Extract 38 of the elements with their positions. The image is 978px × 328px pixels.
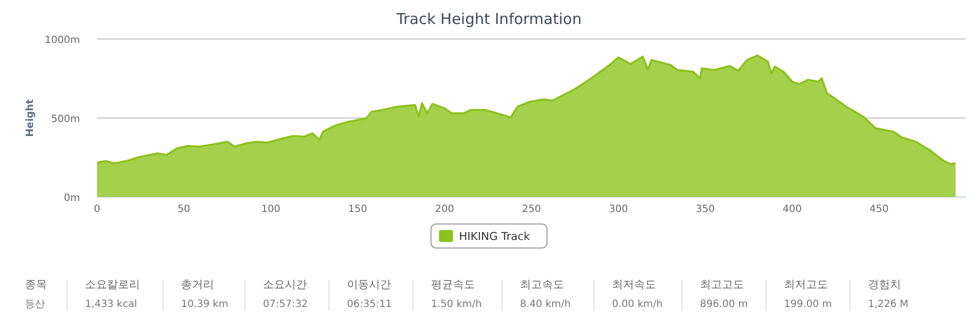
text: 최고속도 (520, 278, 564, 291)
x-tick-label: 200 (435, 204, 454, 215)
y-tick-label: 1000m (44, 35, 80, 46)
y-tick-label: 500m (51, 114, 80, 125)
text: 1.50 km/h (431, 299, 482, 310)
text: 등산 (25, 299, 45, 310)
text: 이동시간 (347, 278, 391, 291)
text: 경험치 (868, 278, 901, 291)
text: 최저고도 (784, 278, 828, 291)
text: 종목 (25, 278, 47, 291)
x-tick-label: 100 (261, 204, 280, 215)
text: 1,433 kcal (85, 299, 138, 310)
text: 0.00 km/h (612, 299, 663, 310)
x-tick-label: 300 (608, 204, 628, 215)
x-tick-label: 450 (870, 204, 889, 215)
text: 1,226 M (868, 299, 908, 310)
y-axis-title: Height (25, 98, 36, 137)
text: 07:57:32 (263, 299, 308, 310)
text: 소요시간 (263, 278, 307, 291)
text: 소요칼로리 (85, 278, 140, 291)
y-tick-label: 0m (64, 193, 80, 204)
x-tick-label: 50 (178, 204, 190, 215)
x-tick-label: 250 (522, 204, 542, 215)
text: 최저속도 (612, 278, 656, 291)
legend-label: HIKING Track (459, 230, 531, 243)
x-tick-label: 350 (696, 204, 715, 215)
text: 총거리 (181, 278, 214, 291)
text: 8.40 km/h (520, 299, 571, 310)
text: 평균속도 (431, 278, 475, 291)
text: 06:35:11 (347, 299, 392, 310)
x-tick-label: 400 (782, 204, 802, 215)
text: 199.00 m (784, 299, 832, 310)
x-tick-label: 0 (94, 204, 100, 215)
text: 최고고도 (700, 278, 744, 291)
chart-title: Track Height Information (395, 10, 582, 28)
x-tick-label: 150 (348, 204, 368, 215)
text: 896.00 m (700, 299, 748, 310)
text: 10.39 km (181, 299, 228, 310)
